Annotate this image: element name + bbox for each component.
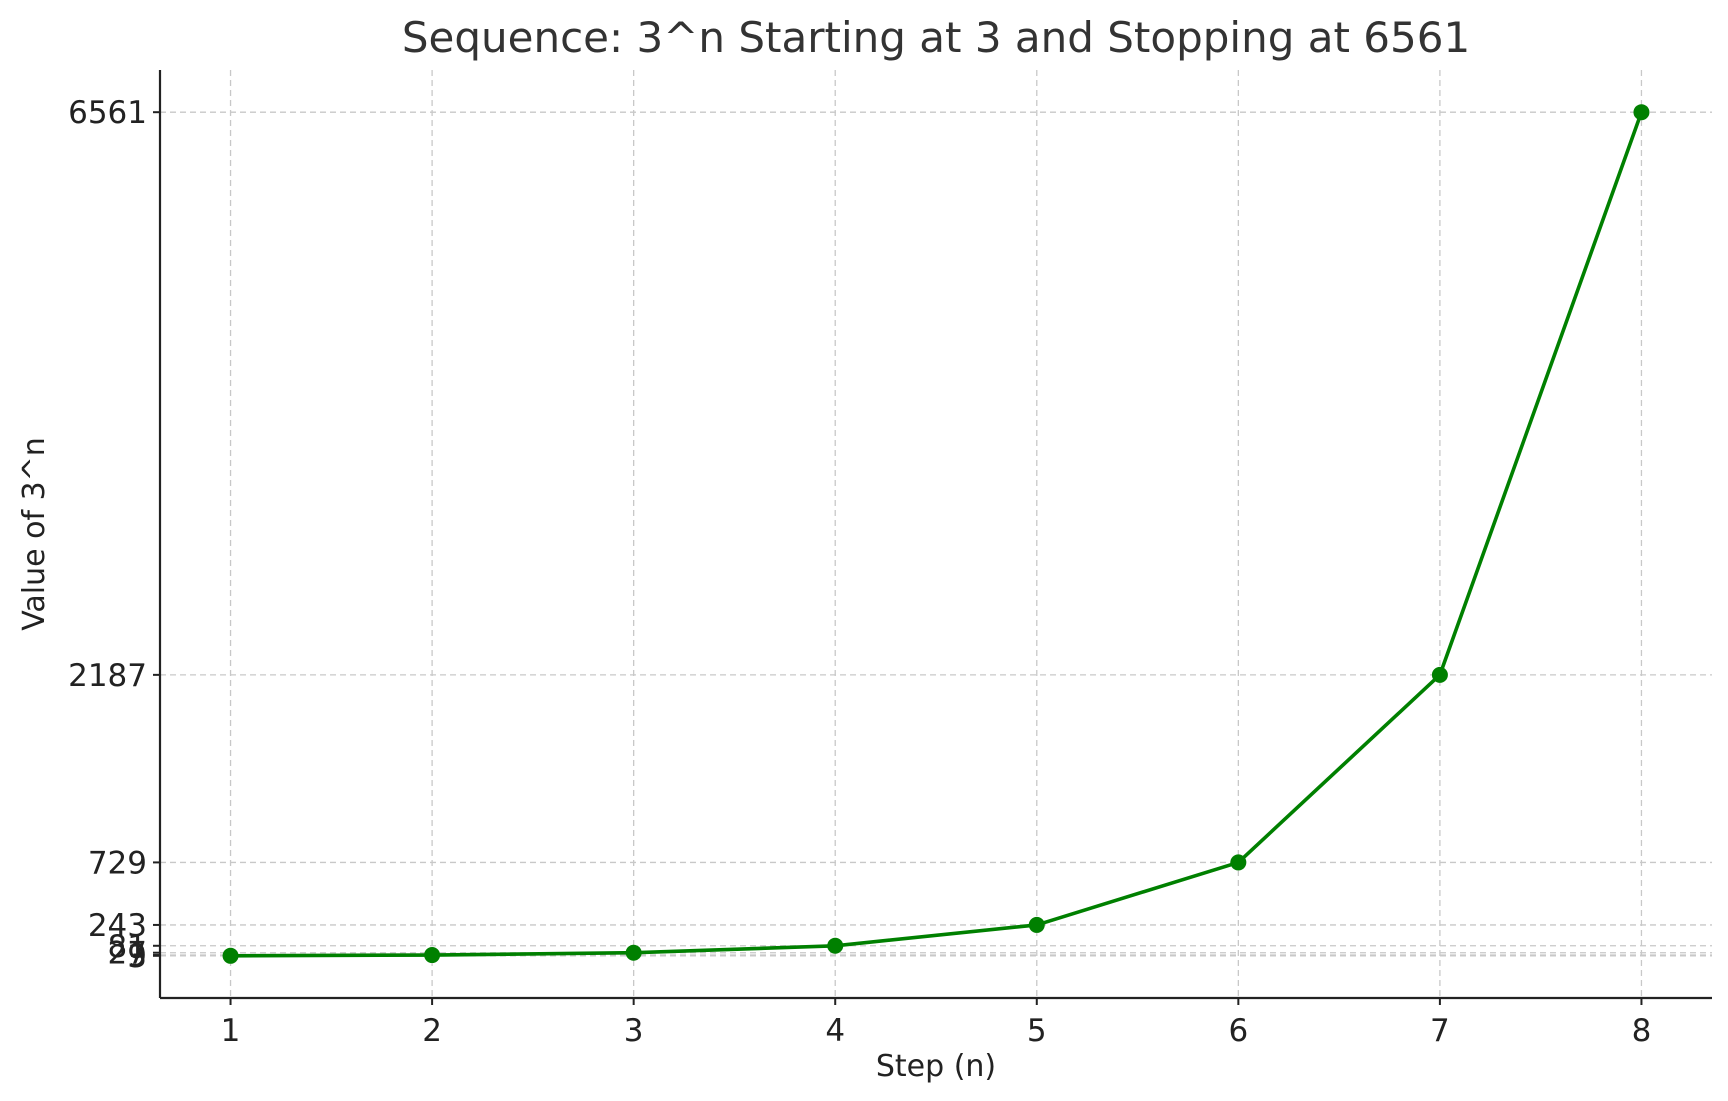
data-point bbox=[222, 947, 239, 964]
x-tick-label: 4 bbox=[825, 1013, 845, 1049]
data-point bbox=[827, 937, 844, 954]
chart-title: Sequence: 3^n Starting at 3 and Stopping… bbox=[402, 13, 1470, 62]
x-tick-label: 6 bbox=[1228, 1013, 1248, 1049]
y-tick-label: 9 bbox=[127, 938, 147, 974]
data-point bbox=[1431, 666, 1448, 683]
data-point bbox=[625, 944, 642, 961]
x-tick-label: 1 bbox=[221, 1013, 241, 1049]
y-tick-label: 729 bbox=[88, 845, 147, 881]
series-line-layer bbox=[230, 111, 1644, 958]
grid bbox=[160, 70, 1712, 998]
data-point bbox=[1633, 104, 1650, 121]
x-tick-label: 2 bbox=[422, 1013, 442, 1049]
x-tick-label: 7 bbox=[1430, 1013, 1450, 1049]
y-tick-label: 2187 bbox=[68, 658, 147, 694]
series-point-layer bbox=[222, 104, 1650, 964]
x-tick-label: 5 bbox=[1027, 1013, 1047, 1049]
data-point bbox=[1230, 854, 1247, 871]
x-tick-label: 8 bbox=[1632, 1013, 1652, 1049]
y-tick-label: 3 bbox=[127, 939, 147, 975]
y-tick-label: 81 bbox=[108, 929, 147, 965]
data-point bbox=[1028, 916, 1045, 933]
y-tick-label: 243 bbox=[88, 908, 147, 944]
y-tick-label: 6561 bbox=[68, 95, 147, 131]
series-line bbox=[230, 111, 1644, 958]
x-tick-label: 3 bbox=[624, 1013, 644, 1049]
y-axis-label: Value of 3^n bbox=[17, 437, 52, 631]
y-tick-label: 27 bbox=[108, 936, 147, 972]
data-point bbox=[424, 947, 441, 964]
x-axis-label: Step (n) bbox=[876, 1049, 996, 1084]
